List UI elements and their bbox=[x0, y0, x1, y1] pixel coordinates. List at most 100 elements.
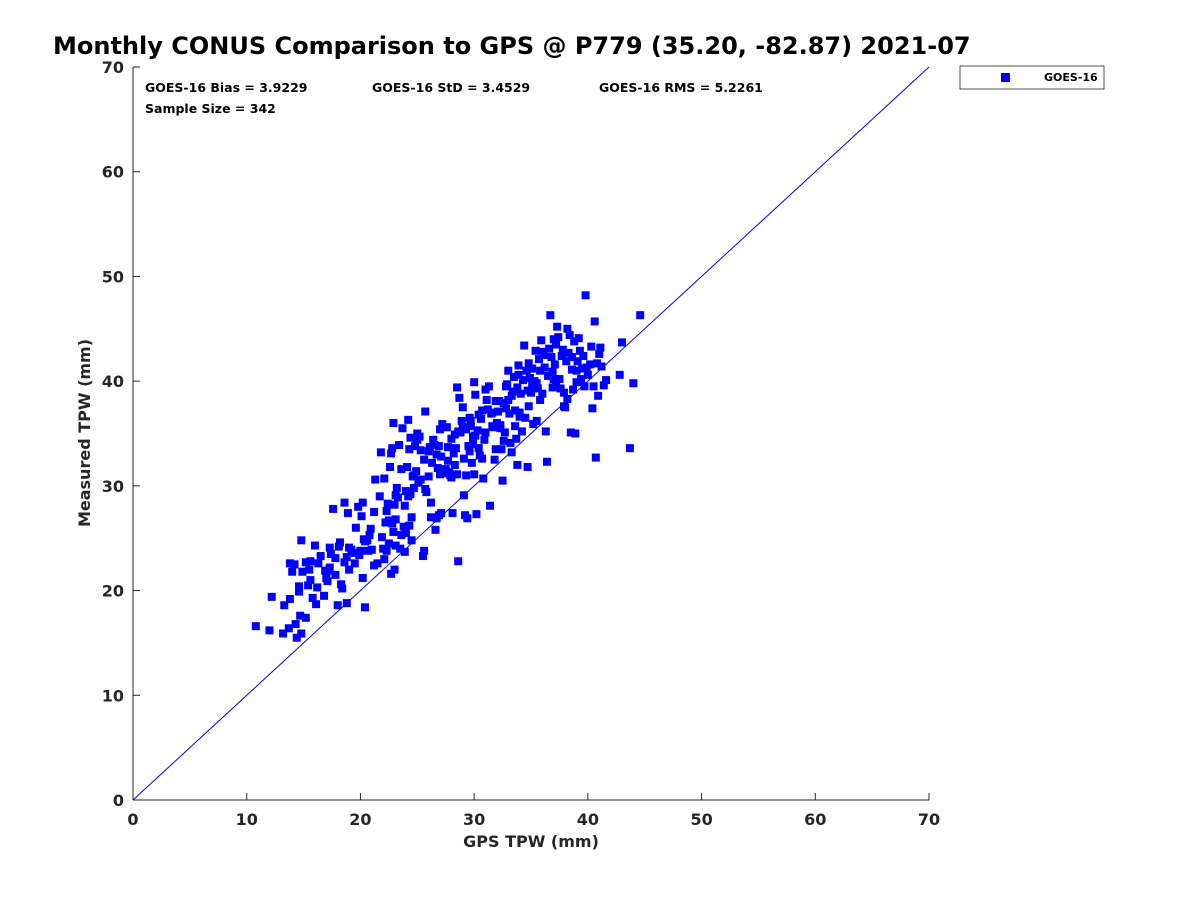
data-point-72 bbox=[390, 500, 399, 509]
chart-title: Monthly CONUS Comparison to GPS @ P779 (… bbox=[53, 32, 971, 60]
data-point-279 bbox=[280, 601, 289, 610]
data-point-88 bbox=[405, 445, 414, 454]
data-point-247 bbox=[583, 370, 592, 379]
data-point-77 bbox=[395, 441, 404, 450]
data-point-231 bbox=[565, 331, 574, 340]
data-point-101 bbox=[418, 552, 427, 561]
legend-box bbox=[959, 65, 1105, 90]
stat-bias: GOES-16 Bias = 3.9229 bbox=[145, 80, 307, 95]
data-point-117 bbox=[437, 452, 446, 461]
data-point-62 bbox=[382, 546, 391, 555]
data-point-323 bbox=[481, 385, 490, 394]
data-point-11 bbox=[295, 582, 304, 591]
data-point-182 bbox=[509, 372, 518, 381]
data-point-285 bbox=[432, 450, 441, 459]
data-point-282 bbox=[499, 399, 508, 408]
data-point-272 bbox=[404, 492, 413, 501]
data-point-111 bbox=[431, 525, 440, 534]
data-point-278 bbox=[295, 587, 304, 596]
data-point-94 bbox=[411, 442, 420, 451]
data-point-299 bbox=[440, 469, 449, 478]
data-point-207 bbox=[537, 336, 546, 345]
data-point-149 bbox=[471, 390, 480, 399]
data-point-340 bbox=[434, 442, 443, 451]
data-point-268 bbox=[489, 423, 498, 432]
data-point-116 bbox=[437, 509, 446, 518]
data-point-320 bbox=[331, 570, 340, 579]
data-point-86 bbox=[404, 415, 413, 424]
data-point-127 bbox=[449, 449, 458, 458]
data-point-333 bbox=[524, 359, 533, 368]
data-point-144 bbox=[466, 422, 475, 431]
data-point-261 bbox=[617, 338, 626, 347]
data-point-87 bbox=[405, 521, 414, 530]
data-point-338 bbox=[466, 416, 475, 425]
data-point-18 bbox=[305, 565, 314, 574]
y-tick-label-70: 70 bbox=[102, 58, 124, 77]
data-point-316 bbox=[407, 513, 416, 522]
data-point-256 bbox=[596, 343, 605, 352]
data-point-16 bbox=[301, 613, 310, 622]
data-point-23 bbox=[314, 559, 323, 568]
data-point-121 bbox=[442, 423, 451, 432]
data-point-290 bbox=[335, 538, 344, 547]
data-point-95 bbox=[412, 467, 421, 476]
data-point-293 bbox=[552, 378, 561, 387]
data-point-236 bbox=[571, 429, 580, 438]
data-point-205 bbox=[534, 355, 543, 364]
legend-marker bbox=[1001, 73, 1010, 82]
data-point-213 bbox=[545, 344, 554, 353]
data-point-221 bbox=[554, 333, 563, 342]
data-point-20 bbox=[308, 593, 317, 602]
data-point-29 bbox=[326, 549, 335, 558]
data-point-277 bbox=[306, 576, 315, 585]
data-point-280 bbox=[540, 363, 549, 372]
data-point-302 bbox=[381, 518, 390, 527]
data-point-199 bbox=[528, 364, 537, 373]
data-point-288 bbox=[370, 508, 379, 517]
y-tick-label-60: 60 bbox=[102, 163, 124, 182]
reference-line-1-to-1 bbox=[132, 66, 930, 801]
data-point-249 bbox=[588, 404, 597, 413]
data-point-269 bbox=[469, 439, 478, 448]
x-tick-label-60: 60 bbox=[804, 810, 826, 829]
data-point-7 bbox=[288, 567, 297, 576]
data-point-109 bbox=[429, 435, 438, 444]
data-point-177 bbox=[504, 395, 513, 404]
data-point-158 bbox=[481, 428, 490, 437]
data-point-331 bbox=[563, 324, 572, 333]
data-point-13 bbox=[297, 536, 306, 545]
data-point-9 bbox=[291, 620, 300, 629]
data-point-283 bbox=[474, 410, 483, 419]
data-point-315 bbox=[426, 498, 435, 507]
data-point-39 bbox=[343, 509, 352, 518]
data-point-49 bbox=[360, 603, 369, 612]
plot-area: 0 10 20 30 40 50 60 70 0 10 20 30 40 50 60 70 bbox=[102, 58, 940, 829]
data-point-166 bbox=[491, 445, 500, 454]
data-point-130 bbox=[453, 383, 462, 392]
x-axis-label: GPS TPW (mm) bbox=[463, 832, 599, 851]
data-point-329 bbox=[357, 512, 366, 521]
data-point-286 bbox=[409, 471, 418, 480]
data-point-165 bbox=[490, 455, 499, 464]
data-point-31 bbox=[331, 554, 340, 563]
data-point-225 bbox=[558, 345, 567, 354]
data-point-303 bbox=[360, 537, 369, 546]
legend-entry-goes-16: GOES-16 bbox=[1044, 71, 1098, 84]
data-point-327 bbox=[397, 465, 406, 474]
data-point-266 bbox=[532, 379, 541, 388]
data-point-57 bbox=[378, 533, 387, 542]
data-point-159 bbox=[482, 395, 491, 404]
data-point-113 bbox=[433, 464, 442, 473]
data-point-135 bbox=[457, 416, 466, 425]
data-point-122 bbox=[443, 443, 452, 452]
data-point-61 bbox=[382, 506, 391, 515]
data-point-82 bbox=[400, 547, 409, 556]
x-tick-label-20: 20 bbox=[349, 810, 371, 829]
data-point-298 bbox=[459, 454, 468, 463]
data-point-317 bbox=[389, 527, 398, 536]
data-point-43 bbox=[354, 502, 363, 511]
data-point-40 bbox=[345, 565, 354, 574]
stat-rms: GOES-16 RMS = 5.2261 bbox=[599, 80, 763, 95]
